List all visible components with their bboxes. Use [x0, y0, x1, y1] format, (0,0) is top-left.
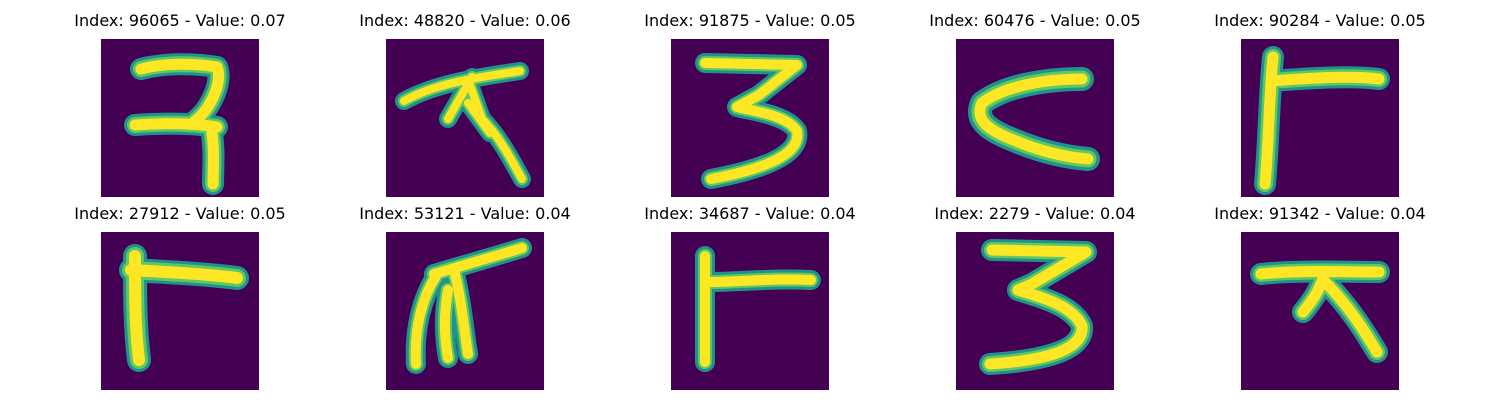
hand-drawn-star-like-glyph [386, 39, 544, 197]
panel-title: Index: 90284 - Value: 0.05 [1214, 11, 1426, 30]
image-panel-5: Index: 90284 - Value: 0.05 [1175, 9, 1465, 199]
image-panel-2: Index: 48820 - Value: 0.06 [320, 9, 610, 199]
panel-title: Index: 60476 - Value: 0.05 [929, 11, 1141, 30]
image-panel-7: Index: 53121 - Value: 0.04 [320, 202, 610, 392]
hand-drawn-seven-like-glyph [1241, 232, 1399, 390]
image-panel-4: Index: 60476 - Value: 0.05 [890, 9, 1180, 199]
image-panel-9: Index: 2279 - Value: 0.04 [890, 202, 1180, 392]
hand-drawn-less-than-glyph [956, 39, 1114, 197]
hand-drawn-t-like-glyph [1241, 39, 1399, 197]
hand-drawn-three-like-glyph [956, 232, 1114, 390]
hand-drawn-branch-glyph [386, 232, 544, 390]
panel-title: Index: 2279 - Value: 0.04 [934, 204, 1136, 223]
image-panel-8: Index: 34687 - Value: 0.04 [605, 202, 895, 392]
hand-drawn-t-like-glyph [671, 232, 829, 390]
image-panel-10: Index: 91342 - Value: 0.04 [1175, 202, 1465, 392]
panel-title: Index: 96065 - Value: 0.07 [74, 11, 286, 30]
image-panel-3: Index: 91875 - Value: 0.05 [605, 9, 895, 199]
image-panel-1: Index: 96065 - Value: 0.07 [35, 9, 325, 199]
panel-title: Index: 27912 - Value: 0.05 [74, 204, 286, 223]
panel-title: Index: 91875 - Value: 0.05 [644, 11, 856, 30]
hand-drawn-three-like-glyph [671, 39, 829, 197]
image-panel-6: Index: 27912 - Value: 0.05 [35, 202, 325, 392]
panel-title: Index: 91342 - Value: 0.04 [1214, 204, 1426, 223]
panel-title: Index: 53121 - Value: 0.04 [359, 204, 571, 223]
panel-title: Index: 34687 - Value: 0.04 [644, 204, 856, 223]
panel-title: Index: 48820 - Value: 0.06 [359, 11, 571, 30]
hand-drawn-corner-glyph [101, 232, 259, 390]
hand-drawn-seven-like-glyph [101, 39, 259, 197]
